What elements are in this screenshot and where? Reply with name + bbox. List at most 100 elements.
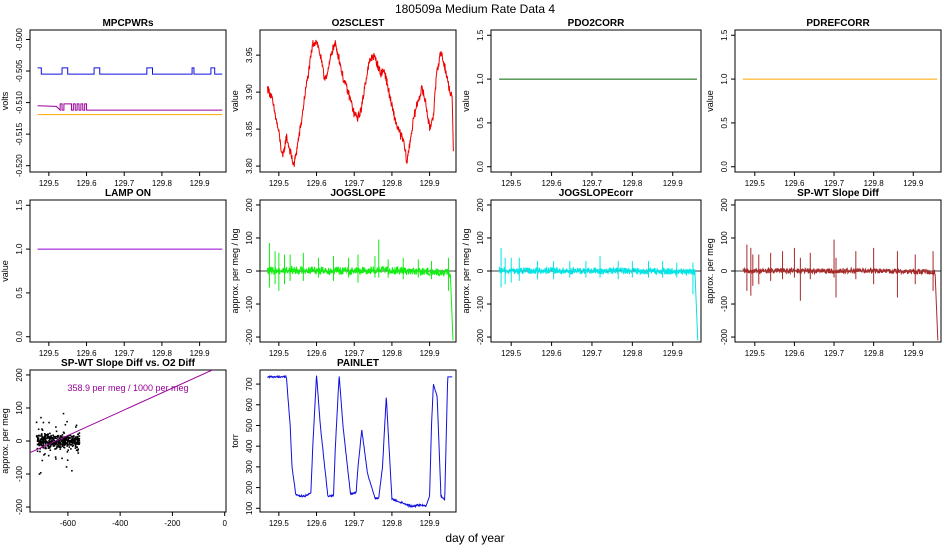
scatter-point [37, 428, 40, 431]
scatter-point [47, 444, 50, 447]
scatter-point [54, 443, 56, 445]
x-tick-label: 129.6 [307, 519, 328, 528]
series-line [267, 265, 454, 341]
scatter-point [44, 446, 47, 448]
figure-title: 180509a Medium Rate Data 4 [395, 2, 555, 16]
scatter-point [55, 458, 57, 460]
scatter-point [77, 452, 80, 454]
panel-title: PDO2CORR [568, 18, 625, 29]
scatter-point [76, 439, 79, 442]
y-tick-label: 400 [245, 439, 254, 453]
x-tick-label: 129.9 [190, 179, 211, 188]
panel-grid: MPCPWRs volts -0.520 -0.515 -0.510 -0.505 -0.5… [0, 18, 942, 528]
x-tick-label: 129.5 [745, 349, 766, 358]
scatter-point [72, 436, 74, 438]
scatter-point [36, 450, 39, 453]
scatter-point [63, 440, 65, 442]
scatter-point [74, 444, 77, 447]
scatter-point [49, 436, 52, 438]
y-tick-label: 0.0 [476, 161, 485, 173]
scatter-point [63, 437, 65, 439]
scatter-points [35, 412, 81, 475]
y-tick-label: -100 [720, 295, 729, 312]
x-tick-label: -400 [112, 519, 129, 528]
plot-frame [29, 29, 227, 173]
y-tick-label: -100 [476, 295, 485, 312]
scatter-point [66, 437, 68, 439]
scatter-point [58, 445, 61, 448]
scatter-point [74, 440, 76, 442]
scatter-point [51, 437, 53, 440]
scatter-point [38, 443, 41, 446]
scatter-point [76, 441, 78, 444]
figure-xlabel: day of year [445, 531, 504, 545]
y-tick-label: 200 [245, 198, 254, 212]
x-tick-label: 129.8 [152, 349, 173, 358]
panel-pdrefcorr: PDREFCORR value 0.0 0.5 1.0 1.5 129.5 129.6 129.… [705, 18, 942, 188]
x-tick-label: 129.5 [501, 349, 522, 358]
scatter-point [50, 434, 52, 437]
y-tick-label: 3.95 [245, 47, 254, 63]
scatter-point [57, 434, 59, 437]
scatter-point [74, 445, 77, 448]
scatter-point [60, 435, 62, 437]
panel-spwtslopediff: SP-WT Slope Diff approx. per meg -200 -100 0… [705, 188, 942, 358]
scatter-point [77, 448, 80, 451]
scatter-point [59, 444, 62, 446]
scatter-point [49, 449, 52, 452]
panel-pdo2corr: PDO2CORR value 0.0 0.5 1.0 1.5 129.5 129.6 129.7… [461, 18, 702, 188]
y-axis-label: approx. per meg / log [230, 228, 240, 313]
scatter-point [75, 426, 77, 428]
scatter-point [52, 445, 55, 447]
scatter-point [42, 421, 45, 424]
scatter-point [66, 439, 68, 442]
scatter-point [52, 442, 55, 445]
scatter-point [61, 434, 64, 436]
y-axis-label: approx. per meg [0, 408, 10, 474]
scatter-point [36, 439, 39, 441]
x-tick-label: 129.5 [745, 179, 766, 188]
scatter-point [55, 437, 58, 440]
scatter-point [47, 442, 50, 444]
y-tick-label: 100 [720, 231, 729, 245]
scatter-point [55, 426, 57, 428]
panel-title: PAINLET [337, 358, 379, 369]
scatter-point [78, 435, 81, 437]
scatter-point [67, 449, 70, 451]
scatter-point [45, 447, 47, 450]
y-tick-label: 3.80 [245, 158, 254, 174]
fit-annotation: 358.9 per meg / 1000 per meg [67, 383, 188, 393]
scatter-point [74, 442, 76, 445]
scatter-point [67, 438, 69, 441]
scatter-point [67, 436, 69, 439]
scatter-point [43, 437, 45, 440]
scatter-point [47, 454, 50, 457]
x-tick-label: 129.8 [864, 349, 885, 358]
x-tick-label: -600 [60, 519, 77, 528]
y-tick-label: 3.85 [245, 121, 254, 137]
y-tick-label: 1.0 [15, 243, 24, 255]
x-tick-label: 129.6 [542, 349, 563, 358]
scatter-point [62, 412, 65, 415]
scatter-point [53, 445, 56, 447]
scatter-point [43, 436, 46, 439]
series-line [498, 265, 699, 341]
x-tick-label: 129.9 [663, 179, 684, 188]
panel-title: SP-WT Slope Diff [797, 188, 879, 199]
scatter-point [57, 440, 59, 442]
scatter-point [66, 451, 69, 453]
y-tick-label: -0.520 [15, 154, 24, 177]
x-tick-label: 129.7 [344, 519, 365, 528]
x-tick-label: 0 [222, 519, 227, 528]
scatter-point [38, 434, 40, 437]
scatter-point [49, 432, 51, 435]
scatter-point [69, 443, 72, 446]
scatter-point [74, 443, 77, 446]
scatter-point [54, 448, 56, 450]
scatter-point [61, 445, 64, 448]
y-tick-label: 1.5 [15, 199, 24, 211]
scatter-point [72, 439, 75, 441]
scatter-point [70, 444, 72, 446]
scatter-point [48, 437, 51, 439]
x-tick-label: 129.9 [420, 349, 441, 358]
